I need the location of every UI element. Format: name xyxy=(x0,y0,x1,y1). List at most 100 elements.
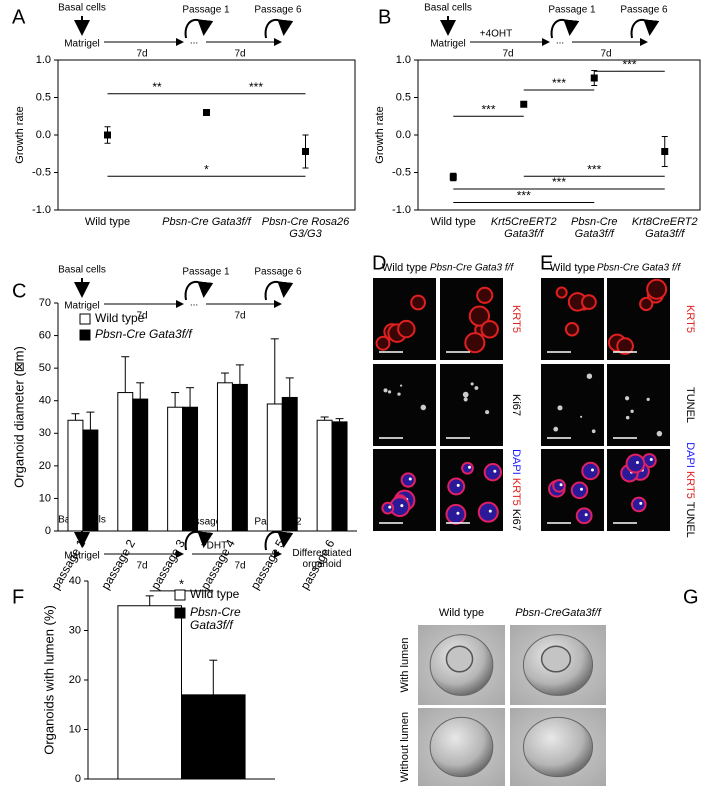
row-label-part: Ki67 xyxy=(510,509,522,531)
cell xyxy=(468,305,491,327)
cell xyxy=(477,501,499,523)
bar xyxy=(67,419,84,532)
legend-label: Pbsn-Cre Gata3f/f xyxy=(190,605,241,632)
y-tick-label: -1.0 xyxy=(392,204,411,216)
schematic-curl xyxy=(630,18,660,39)
bar xyxy=(266,403,283,532)
bar xyxy=(231,383,248,532)
bar xyxy=(82,429,99,532)
cell xyxy=(584,513,588,517)
cell xyxy=(397,319,416,339)
cell xyxy=(649,458,653,462)
cell xyxy=(464,332,486,354)
schematic-label: 7d xyxy=(234,49,245,60)
cell xyxy=(408,477,412,481)
cell xyxy=(456,511,460,515)
column-header: Pbsn-Cre Gata3 f/f xyxy=(597,263,682,274)
panel-letter: A xyxy=(12,6,26,28)
y-tick-label: 40 xyxy=(69,575,81,587)
row-label: DAPI KRT5 Ki67 xyxy=(510,449,522,531)
schematic-label: Passage 6 xyxy=(620,5,668,16)
y-tick-label: 0.5 xyxy=(396,91,411,103)
y-tick-label: 0 xyxy=(75,773,81,785)
cell xyxy=(580,415,583,418)
significance-label: * xyxy=(204,162,209,176)
row-label: KRT5 xyxy=(510,305,522,333)
schematic-curl xyxy=(264,280,294,301)
cell xyxy=(616,337,634,355)
schematic-curl xyxy=(184,280,214,301)
cell xyxy=(383,388,388,393)
cell xyxy=(630,409,634,413)
bar xyxy=(316,419,333,532)
significance-label: *** xyxy=(552,175,566,189)
bar xyxy=(117,605,182,780)
significance-label: * xyxy=(179,576,184,591)
cell xyxy=(400,384,403,387)
schematic-curl xyxy=(264,530,294,551)
y-axis-label: Growth rate xyxy=(374,106,386,163)
cell xyxy=(456,483,460,487)
y-tick-label: 20 xyxy=(69,674,81,686)
y-tick-label: -0.5 xyxy=(392,166,411,178)
schematic-label: Basal cells xyxy=(424,3,472,14)
column-header: Wild type xyxy=(439,607,484,619)
y-tick-label: 30 xyxy=(39,427,51,439)
bar xyxy=(331,421,348,532)
y-tick-label: 70 xyxy=(39,297,51,309)
schematic-label: Passage 1 xyxy=(548,5,596,16)
cell xyxy=(463,397,468,402)
schematic-label: 7d xyxy=(136,49,147,60)
significance-label: *** xyxy=(517,189,531,203)
significance-label: *** xyxy=(249,80,263,94)
schematic-label: 7d xyxy=(502,49,513,60)
cell xyxy=(388,505,392,509)
organoid xyxy=(522,716,594,778)
cell xyxy=(553,426,559,432)
schematic-label: 7d xyxy=(234,311,245,322)
row-label-part: DAPI xyxy=(684,442,696,468)
row-label: DAPI KRT5 TUNEL xyxy=(684,442,696,538)
bar xyxy=(167,406,184,532)
row-label: TUNEL xyxy=(684,387,696,423)
cell xyxy=(581,294,597,310)
significance-label: *** xyxy=(587,162,601,176)
y-axis-label: Organoids with lumen (%) xyxy=(41,605,56,755)
schematic-curl xyxy=(550,18,580,39)
panel-letter: D xyxy=(372,252,386,274)
schematic-label: Matrigel xyxy=(64,301,100,312)
y-tick-label: 0.5 xyxy=(36,91,51,103)
panel-letter: G xyxy=(683,586,699,608)
cell xyxy=(570,481,589,500)
legend-label: Wild type xyxy=(95,311,145,325)
data-point xyxy=(203,109,210,116)
y-tick-label: 0.0 xyxy=(396,129,411,141)
panel-letter: E xyxy=(540,252,553,274)
schematic-label: 7d xyxy=(234,561,245,572)
y-axis-label: Organoid diameter (⊠m) xyxy=(11,346,26,488)
y-tick-label: 0.0 xyxy=(36,129,51,141)
x-tick-label: Pbsn-Cre Rosa26 G3/G3 xyxy=(261,216,350,240)
bar xyxy=(216,382,233,532)
cell xyxy=(467,465,471,469)
cell xyxy=(639,501,643,505)
cell xyxy=(557,405,563,411)
bar xyxy=(281,396,298,532)
cell xyxy=(447,477,466,496)
schematic-label: Basal cells xyxy=(58,265,106,276)
schematic-label: Passage 1 xyxy=(182,517,230,528)
cell xyxy=(586,373,593,379)
data-point xyxy=(449,173,457,181)
data-point xyxy=(590,74,598,82)
cell xyxy=(476,286,494,304)
legend-swatch xyxy=(79,329,91,341)
cell xyxy=(397,392,401,396)
cell xyxy=(656,430,663,437)
x-tick-label: Krt5CreERT2 Gata3f/f xyxy=(490,216,557,240)
cell xyxy=(381,501,395,515)
significance-label: *** xyxy=(552,76,566,90)
x-tick-label: Wild type xyxy=(430,216,476,228)
row-label: With lumen xyxy=(399,637,411,692)
y-tick-label: 0 xyxy=(45,525,51,537)
